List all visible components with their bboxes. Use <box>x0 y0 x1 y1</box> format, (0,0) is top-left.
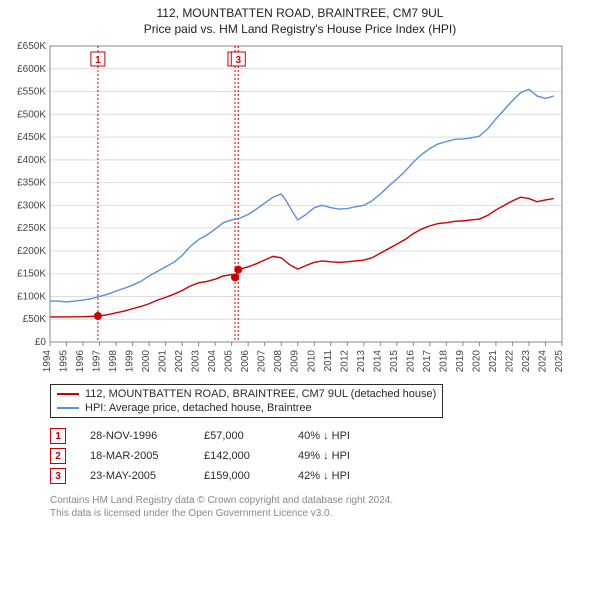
svg-text:2000: 2000 <box>141 349 152 372</box>
svg-text:2006: 2006 <box>240 349 251 372</box>
sale-diff: 42% ↓ HPI <box>298 470 378 482</box>
attribution: Contains HM Land Registry data © Crown c… <box>50 494 580 520</box>
sale-price: £142,000 <box>204 450 274 462</box>
legend-item-property: 112, MOUNTBATTEN ROAD, BRAINTREE, CM7 9U… <box>57 387 436 401</box>
svg-text:1997: 1997 <box>92 349 103 372</box>
chart-subtitle: Price paid vs. HM Land Registry's House … <box>0 22 600 40</box>
svg-text:2011: 2011 <box>323 349 334 371</box>
svg-text:£350K: £350K <box>17 177 46 188</box>
svg-text:1995: 1995 <box>59 349 70 372</box>
svg-text:£250K: £250K <box>17 223 46 234</box>
sales-table: 1 28-NOV-1996 £57,000 40% ↓ HPI 2 18-MAR… <box>50 426 580 486</box>
svg-text:1996: 1996 <box>75 349 86 372</box>
svg-text:2023: 2023 <box>521 349 532 372</box>
svg-text:2003: 2003 <box>191 349 202 372</box>
svg-text:£300K: £300K <box>17 200 46 211</box>
svg-text:£100K: £100K <box>17 291 46 302</box>
svg-text:2014: 2014 <box>372 349 383 372</box>
svg-text:1999: 1999 <box>125 349 136 372</box>
sale-marker-icon: 2 <box>50 448 66 464</box>
sale-row: 1 28-NOV-1996 £57,000 40% ↓ HPI <box>50 426 580 446</box>
svg-text:2002: 2002 <box>174 349 185 372</box>
sale-date: 23-MAY-2005 <box>90 470 180 482</box>
sale-price: £159,000 <box>204 470 274 482</box>
svg-text:2020: 2020 <box>471 349 482 372</box>
svg-text:2010: 2010 <box>306 349 317 372</box>
svg-text:1994: 1994 <box>42 349 53 372</box>
legend-swatch <box>57 407 79 409</box>
sale-marker-icon: 3 <box>50 468 66 484</box>
legend-label: 112, MOUNTBATTEN ROAD, BRAINTREE, CM7 9U… <box>85 387 436 401</box>
svg-text:3: 3 <box>236 55 242 66</box>
svg-text:2025: 2025 <box>554 349 565 372</box>
line-chart: £0 £50K £100K £150K £200K £250K £300K £350K £400… <box>0 40 580 380</box>
svg-text:£500K: £500K <box>17 109 46 120</box>
svg-text:2021: 2021 <box>488 349 499 372</box>
legend-label: HPI: Average price, detached house, Brai… <box>85 401 312 415</box>
svg-text:2015: 2015 <box>389 349 400 372</box>
svg-text:£450K: £450K <box>17 132 46 143</box>
sale-diff: 49% ↓ HPI <box>298 450 378 462</box>
svg-text:2007: 2007 <box>257 349 268 372</box>
attribution-line: Contains HM Land Registry data © Crown c… <box>50 494 580 507</box>
svg-text:2001: 2001 <box>158 349 169 372</box>
svg-text:2013: 2013 <box>356 349 367 372</box>
svg-text:2009: 2009 <box>290 349 301 372</box>
svg-text:2024: 2024 <box>537 349 548 372</box>
legend-swatch <box>57 393 79 395</box>
sale-date: 28-NOV-1996 <box>90 430 180 442</box>
svg-text:2005: 2005 <box>224 349 235 372</box>
svg-text:1998: 1998 <box>108 349 119 372</box>
svg-text:£50K: £50K <box>23 314 47 325</box>
svg-text:£200K: £200K <box>17 246 46 257</box>
sale-price: £57,000 <box>204 430 274 442</box>
svg-text:2022: 2022 <box>504 349 515 372</box>
svg-text:2018: 2018 <box>438 349 449 372</box>
attribution-line: This data is licensed under the Open Gov… <box>50 507 580 520</box>
svg-text:2016: 2016 <box>405 349 416 372</box>
svg-text:2019: 2019 <box>455 349 466 372</box>
svg-text:2008: 2008 <box>273 349 284 372</box>
sale-date: 18-MAR-2005 <box>90 450 180 462</box>
sale-diff: 40% ↓ HPI <box>298 430 378 442</box>
chart-title: 112, MOUNTBATTEN ROAD, BRAINTREE, CM7 9U… <box>0 0 600 22</box>
chart-container: 112, MOUNTBATTEN ROAD, BRAINTREE, CM7 9U… <box>0 0 600 590</box>
svg-text:2004: 2004 <box>207 349 218 372</box>
sale-row: 2 18-MAR-2005 £142,000 49% ↓ HPI <box>50 446 580 466</box>
legend-item-hpi: HPI: Average price, detached house, Brai… <box>57 401 436 415</box>
legend: 112, MOUNTBATTEN ROAD, BRAINTREE, CM7 9U… <box>50 384 443 419</box>
svg-text:2017: 2017 <box>422 349 433 372</box>
svg-text:£0: £0 <box>35 337 47 348</box>
svg-text:£150K: £150K <box>17 268 46 279</box>
svg-text:1: 1 <box>95 55 101 66</box>
svg-text:£400K: £400K <box>17 154 46 165</box>
sale-row: 3 23-MAY-2005 £159,000 42% ↓ HPI <box>50 466 580 486</box>
svg-text:£600K: £600K <box>17 63 46 74</box>
svg-text:2012: 2012 <box>339 349 350 372</box>
svg-text:£650K: £650K <box>17 41 46 52</box>
svg-text:£550K: £550K <box>17 86 46 97</box>
sale-marker-icon: 1 <box>50 428 66 444</box>
